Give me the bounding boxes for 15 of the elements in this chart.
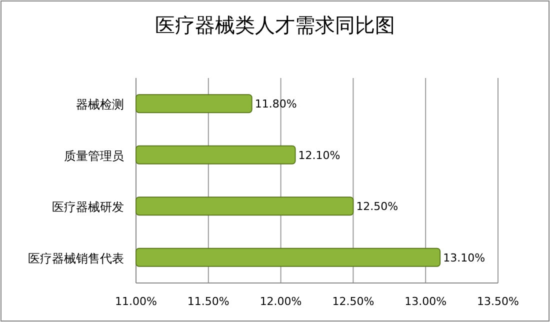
data-label: 13.10% (443, 251, 486, 264)
y-tick-label: 质量管理员 (64, 148, 124, 163)
y-tick-label: 医疗器械销售代表 (28, 251, 124, 266)
chart-title: 医疗器械类人才需求同比图 (155, 13, 395, 37)
x-tick-label: 13.50% (477, 295, 519, 308)
x-tick-label: 13.00% (404, 295, 447, 308)
x-tick-label: 11.00% (115, 295, 157, 308)
data-label: 11.80% (254, 98, 297, 111)
y-tick-label: 医疗器械研发 (52, 200, 124, 214)
y-tick-label: 器械检测 (76, 98, 124, 112)
data-label: 12.10% (298, 148, 340, 162)
data-label: 12.50% (356, 200, 398, 214)
x-tick-label: 12.50% (332, 295, 374, 308)
x-tick-label: 11.50% (187, 295, 230, 308)
x-tick-label: 12.00% (260, 295, 302, 308)
